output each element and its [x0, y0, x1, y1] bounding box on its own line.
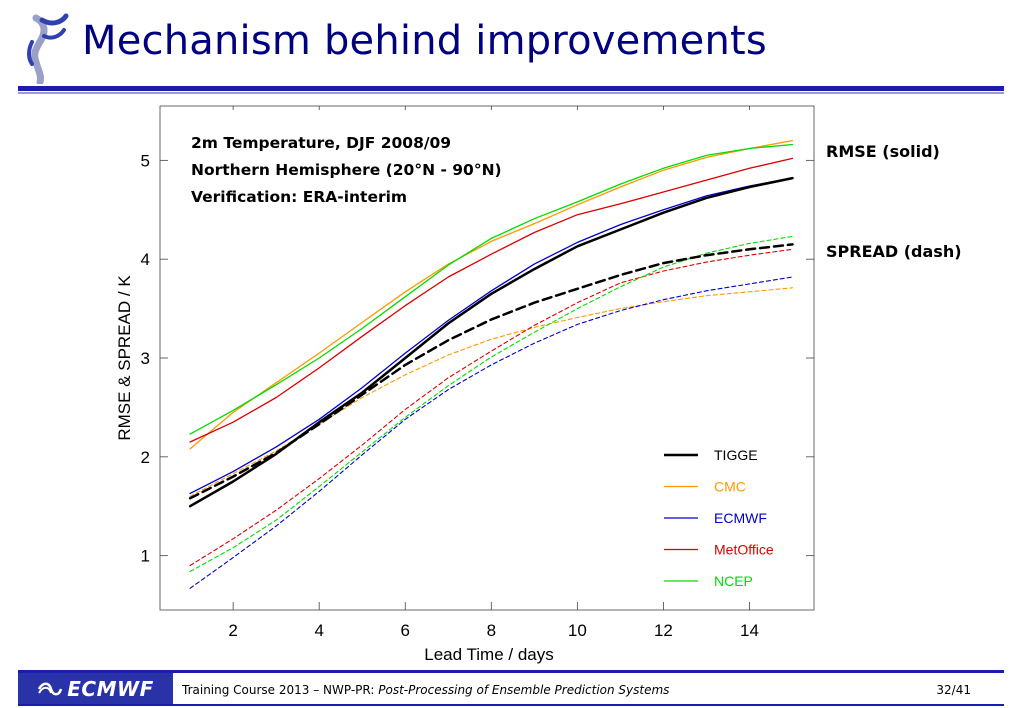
y-tick-label: 2 — [141, 448, 150, 467]
legend-label-ncep: NCEP — [714, 573, 753, 589]
footer-divider-bottom — [18, 704, 1004, 706]
x-tick-label: 6 — [401, 621, 410, 640]
footer-divider — [18, 670, 1004, 673]
y-axis-label: RMSE & SPREAD / K — [115, 275, 134, 441]
spread-style-note: SPREAD (dash) — [826, 242, 962, 261]
series-line-metoffice-spread — [189, 248, 794, 567]
title-divider — [18, 86, 1004, 91]
y-tick-label: 5 — [141, 151, 150, 170]
footer-course-text: Training Course 2013 – NWP-PR: Post-Proc… — [182, 683, 669, 697]
ecmwf-logo: ECMWF — [18, 673, 173, 705]
x-tick-label: 10 — [568, 621, 587, 640]
page-number: 32/41 — [936, 683, 971, 697]
x-tick-label: 14 — [740, 621, 759, 640]
legend-label-metoffice: MetOffice — [714, 542, 774, 558]
series-line-ecmwf-rmse — [189, 177, 794, 495]
series-line-tigge-spread — [188, 243, 794, 500]
legend-label-ecmwf: ECMWF — [714, 510, 767, 526]
footer-course-topic: Post-Processing of Ensemble Prediction S… — [378, 683, 670, 697]
y-tick-label: 4 — [141, 250, 150, 269]
series-line-ecmwf-spread — [189, 276, 794, 589]
footer-course: Training Course 2013 – NWP-PR: — [182, 683, 379, 697]
chart-annotation-region: Northern Hemisphere (20°N - 90°N) — [191, 161, 502, 179]
x-tick-label: 2 — [228, 621, 237, 640]
x-tick-label: 12 — [654, 621, 673, 640]
ecmwf-swirl-icon — [38, 682, 63, 696]
legend-label-cmc: CMC — [714, 479, 746, 495]
series-line-tigge-rmse — [188, 176, 794, 508]
y-tick-label: 3 — [141, 349, 150, 368]
plot-frame — [159, 105, 815, 611]
ecmwf-figure-logo-icon — [27, 13, 69, 84]
title-divider-secondary — [18, 92, 1004, 94]
legend-label-tigge: TIGGE — [714, 447, 758, 463]
slide-title: Mechanism behind improvements — [82, 18, 767, 64]
chart-annotation-verification: Verification: ERA-interim — [191, 188, 407, 206]
chart-annotation-variable: 2m Temperature, DJF 2008/09 — [191, 134, 451, 152]
ecmwf-logo-text: ECMWF — [67, 677, 154, 701]
series-line-cmc-rmse — [189, 139, 794, 450]
rmse-style-note: RMSE (solid) — [826, 142, 940, 161]
series-line-ncep-rmse — [189, 143, 794, 435]
series-line-metoffice-rmse — [189, 157, 794, 443]
y-tick-label: 1 — [141, 547, 150, 566]
x-tick-label: 8 — [487, 621, 496, 640]
series-line-ncep-spread — [189, 235, 794, 573]
x-axis-label: Lead Time / days — [424, 645, 553, 664]
x-tick-label: 4 — [314, 621, 323, 640]
